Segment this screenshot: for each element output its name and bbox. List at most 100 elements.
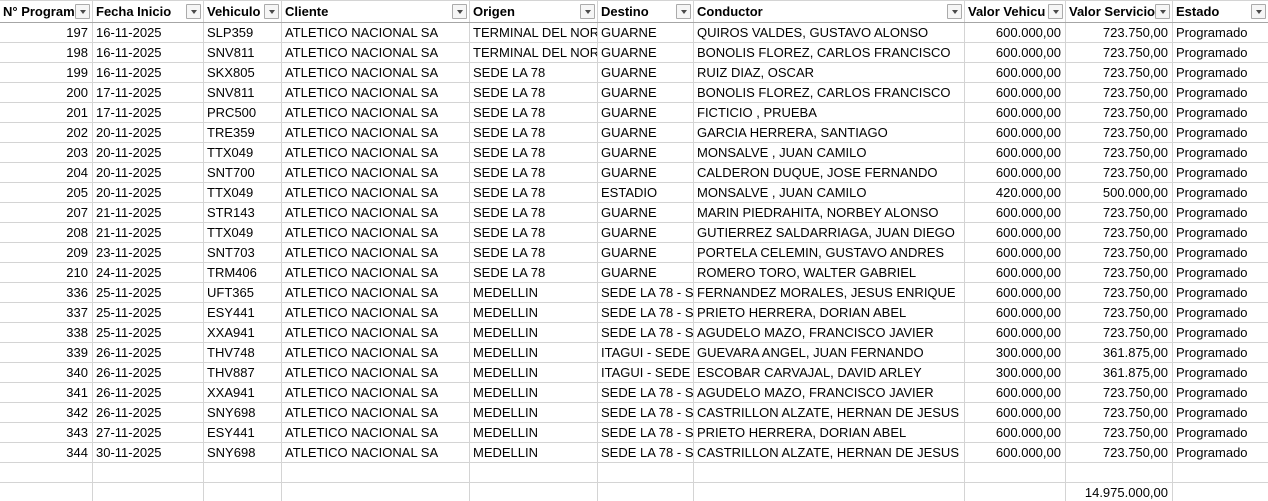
cell-vehiculo[interactable]: TTX049	[204, 143, 282, 162]
cell-destino[interactable]: ESTADIO	[598, 183, 694, 202]
cell-destino[interactable]: SEDE LA 78 - SEDE	[598, 403, 694, 422]
cell-destino[interactable]: SEDE LA 78 - SEDE	[598, 283, 694, 302]
cell-valor-vehiculo[interactable]: 300.000,00	[965, 363, 1066, 382]
cell-estado[interactable]: Programado	[1176, 25, 1248, 40]
cell-fecha-inicio[interactable]: 25-11-2025	[93, 283, 204, 302]
cell-fecha-inicio[interactable]: 27-11-2025	[93, 423, 204, 442]
cell-fecha-inicio[interactable]: 26-11-2025	[93, 343, 204, 362]
cell-vehiculo[interactable]: SKX805	[204, 63, 282, 82]
cell-vehiculo[interactable]: ESY441	[204, 303, 282, 322]
cell-num-programa[interactable]: 200	[0, 83, 93, 102]
cell-valor-servicio[interactable]: 500.000,00	[1066, 183, 1173, 202]
cell-fecha-inicio[interactable]: 16-11-2025	[93, 43, 204, 62]
filter-button-conductor[interactable]	[947, 4, 962, 19]
cell-conductor[interactable]: CALDERON DUQUE, JOSE FERNANDO	[694, 163, 965, 182]
cell-vehiculo[interactable]: SNV811	[204, 83, 282, 102]
cell-num-programa[interactable]: 337	[0, 303, 93, 322]
filter-button-vehiculo[interactable]	[264, 4, 279, 19]
cell-cliente[interactable]: ATLETICO NACIONAL SA	[282, 423, 470, 442]
cell-origen[interactable]: MEDELLIN	[470, 283, 598, 302]
cell-destino[interactable]: GUARNE	[598, 143, 694, 162]
filter-button-fecha-inicio[interactable]	[186, 4, 201, 19]
cell-conductor[interactable]: PRIETO HERRERA, DORIAN ABEL	[694, 423, 965, 442]
cell-valor-servicio[interactable]: 723.750,00	[1066, 143, 1173, 162]
cell-destino[interactable]	[598, 463, 694, 482]
cell-origen[interactable]: TERMINAL DEL NORTE	[470, 43, 598, 62]
cell-fecha-inicio[interactable]: 20-11-2025	[93, 163, 204, 182]
cell-vehiculo[interactable]: THV748	[204, 343, 282, 362]
cell-fecha-inicio[interactable]: 17-11-2025	[93, 83, 204, 102]
cell-origen[interactable]: SEDE LA 78	[470, 163, 598, 182]
cell-vehiculo[interactable]: SNY698	[204, 403, 282, 422]
cell-origen[interactable]: TERMINAL DEL NORTE	[470, 23, 598, 42]
cell-valor-vehiculo[interactable]: 600.000,00	[965, 223, 1066, 242]
cell-origen[interactable]: SEDE LA 78	[470, 103, 598, 122]
cell-estado[interactable]: Programado	[1176, 185, 1248, 200]
cell-cliente[interactable]: ATLETICO NACIONAL SA	[282, 183, 470, 202]
cell-valor-vehiculo[interactable]: 600.000,00	[965, 123, 1066, 142]
cell-valor-vehiculo[interactable]	[965, 463, 1066, 482]
cell-vehiculo[interactable]: TTX049	[204, 183, 282, 202]
cell-estado[interactable]: Programado	[1176, 245, 1248, 260]
cell-num-programa[interactable]: 199	[0, 63, 93, 82]
cell-cliente[interactable]: ATLETICO NACIONAL SA	[282, 43, 470, 62]
cell-valor-servicio[interactable]	[1066, 463, 1173, 482]
cell-vehiculo[interactable]: UFT365	[204, 283, 282, 302]
cell-vehiculo[interactable]: SNY698	[204, 443, 282, 462]
cell-cliente[interactable]: ATLETICO NACIONAL SA	[282, 223, 470, 242]
cell-estado[interactable]	[1173, 483, 1268, 501]
cell-estado[interactable]: Programado	[1176, 145, 1248, 160]
cell-conductor[interactable]: BONOLIS FLOREZ, CARLOS FRANCISCO	[694, 43, 965, 62]
cell-valor-servicio[interactable]: 723.750,00	[1066, 443, 1173, 462]
cell-valor-vehiculo[interactable]: 420.000,00	[965, 183, 1066, 202]
cell-vehiculo[interactable]: SNT700	[204, 163, 282, 182]
cell-destino[interactable]: GUARNE	[598, 223, 694, 242]
filter-button-origen[interactable]	[580, 4, 595, 19]
cell-fecha-inicio[interactable]: 20-11-2025	[93, 123, 204, 142]
cell-fecha-inicio[interactable]	[93, 483, 204, 501]
cell-destino[interactable]: GUARNE	[598, 43, 694, 62]
cell-cliente[interactable]	[282, 483, 470, 501]
cell-fecha-inicio[interactable]: 17-11-2025	[93, 103, 204, 122]
cell-conductor[interactable]: FERNANDEZ MORALES, JESUS ENRIQUE	[694, 283, 965, 302]
cell-valor-servicio[interactable]: 723.750,00	[1066, 63, 1173, 82]
cell-vehiculo[interactable]: SNV811	[204, 43, 282, 62]
cell-valor-vehiculo[interactable]: 600.000,00	[965, 43, 1066, 62]
cell-origen[interactable]	[470, 463, 598, 482]
cell-valor-vehiculo[interactable]: 600.000,00	[965, 63, 1066, 82]
cell-num-programa[interactable]: 198	[0, 43, 93, 62]
cell-estado[interactable]: Programado	[1176, 425, 1248, 440]
cell-origen[interactable]: SEDE LA 78	[470, 123, 598, 142]
cell-conductor[interactable]: ROMERO TORO, WALTER GABRIEL	[694, 263, 965, 282]
cell-fecha-inicio[interactable]: 26-11-2025	[93, 403, 204, 422]
cell-conductor[interactable]: QUIROS VALDES, GUSTAVO ALONSO	[694, 23, 965, 42]
cell-cliente[interactable]: ATLETICO NACIONAL SA	[282, 383, 470, 402]
cell-destino[interactable]: GUARNE	[598, 243, 694, 262]
cell-cliente[interactable]	[282, 463, 470, 482]
cell-vehiculo[interactable]: ESY441	[204, 423, 282, 442]
cell-conductor[interactable]: MARIN PIEDRAHITA, NORBEY ALONSO	[694, 203, 965, 222]
cell-destino[interactable]: GUARNE	[598, 203, 694, 222]
cell-origen[interactable]: MEDELLIN	[470, 363, 598, 382]
cell-estado[interactable]: Programado	[1176, 105, 1248, 120]
cell-destino[interactable]	[598, 483, 694, 501]
filter-button-valor-servicio[interactable]	[1155, 4, 1170, 19]
cell-estado[interactable]: Programado	[1176, 345, 1248, 360]
cell-estado[interactable]: Programado	[1176, 385, 1248, 400]
cell-num-programa[interactable]: 205	[0, 183, 93, 202]
cell-conductor[interactable]: MONSALVE , JUAN CAMILO	[694, 143, 965, 162]
cell-valor-servicio[interactable]: 723.750,00	[1066, 423, 1173, 442]
cell-conductor[interactable]	[694, 463, 965, 482]
cell-conductor[interactable]: BONOLIS FLOREZ, CARLOS FRANCISCO	[694, 83, 965, 102]
cell-valor-vehiculo[interactable]: 600.000,00	[965, 103, 1066, 122]
cell-valor-servicio[interactable]: 723.750,00	[1066, 383, 1173, 402]
cell-num-programa[interactable]: 202	[0, 123, 93, 142]
cell-valor-vehiculo[interactable]: 600.000,00	[965, 323, 1066, 342]
cell-valor-servicio[interactable]: 723.750,00	[1066, 303, 1173, 322]
cell-valor-vehiculo[interactable]: 600.000,00	[965, 303, 1066, 322]
cell-destino[interactable]: SEDE LA 78 - SEDE	[598, 303, 694, 322]
cell-destino[interactable]: SEDE LA 78 - SEDE	[598, 383, 694, 402]
cell-vehiculo[interactable]: THV887	[204, 363, 282, 382]
cell-destino[interactable]: GUARNE	[598, 263, 694, 282]
cell-origen[interactable]: SEDE LA 78	[470, 263, 598, 282]
